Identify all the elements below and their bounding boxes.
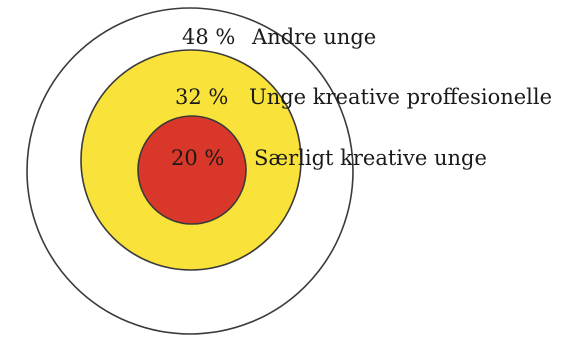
middle-ring-percent: 32 % — [175, 85, 228, 109]
outer-ring-label: Andre unge — [251, 25, 376, 49]
outer-ring-percent: 48 % — [182, 25, 235, 49]
inner-circle-percent: 20 % — [171, 146, 224, 170]
inner-circle-label: Særligt kreative unge — [254, 146, 487, 170]
inner-circle — [137, 115, 247, 225]
middle-ring-label: Unge kreative proffesionelle — [249, 85, 552, 109]
